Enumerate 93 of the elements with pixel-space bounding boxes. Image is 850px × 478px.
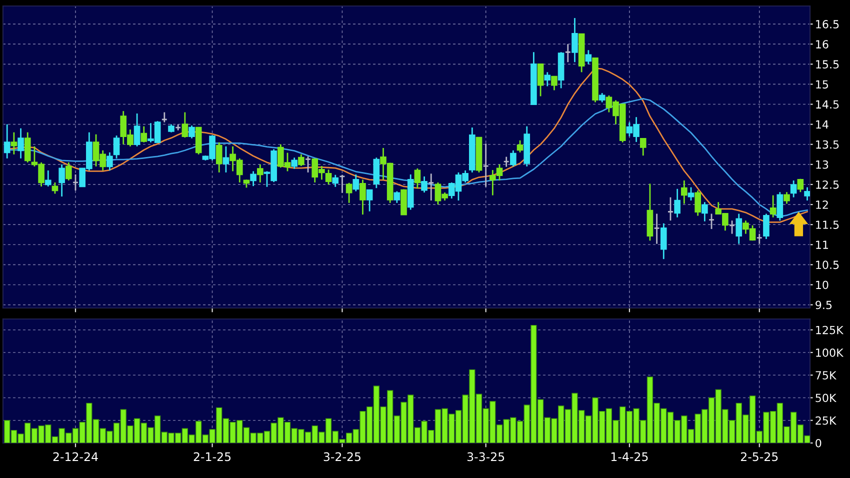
candlestick (660, 222, 667, 260)
candlestick (640, 138, 646, 156)
candlestick (708, 213, 715, 230)
y-tick-label: 9.5 (816, 300, 832, 310)
x-tick-label: 1-4-25 (611, 452, 648, 462)
x-tick-label: 2-12-24 (53, 452, 98, 461)
y-tick-label: 11.5 (816, 220, 839, 229)
y-tick-label: 75K (816, 371, 837, 380)
candlestick (728, 220, 736, 234)
y-tick-label: 10 (816, 280, 828, 290)
candlestick (298, 154, 304, 167)
candlestick (346, 182, 352, 204)
y-tick-label: 13.5 (816, 140, 839, 149)
candlestick (250, 170, 256, 187)
x-tick-label: 2-5-25 (740, 452, 778, 462)
candlestick (503, 156, 510, 168)
candlestick (482, 142, 489, 188)
candlestick (325, 168, 332, 186)
candlestick (770, 194, 776, 218)
y-tick-label: 0 (816, 438, 822, 448)
candlestick (776, 191, 784, 222)
candlestick (414, 168, 421, 190)
y-tick-label: 10.5 (816, 260, 839, 270)
candlestick (598, 92, 606, 103)
candlestick (702, 201, 708, 222)
candlestick (256, 164, 264, 184)
candlestick (291, 156, 298, 170)
candlestick (352, 174, 360, 192)
y-tick-label: 25K (816, 416, 837, 425)
candlestick (366, 188, 373, 212)
candlestick (44, 170, 52, 188)
y-tick-label: 16.5 (816, 20, 839, 28)
candlestick (544, 71, 551, 87)
candlestick (65, 162, 72, 182)
candlestick (52, 182, 58, 194)
y-tick-label: 13 (816, 160, 828, 169)
candlestick (654, 213, 660, 245)
candlestick (360, 178, 366, 216)
candlestick (674, 188, 680, 218)
x-tick-label: 3-3-25 (467, 452, 504, 462)
candlestick (113, 134, 120, 160)
candlestick (694, 190, 701, 216)
candlestick (72, 174, 79, 192)
candlestick (24, 132, 31, 164)
candlestick (428, 172, 434, 202)
candlestick (4, 124, 10, 160)
candlestick (736, 213, 742, 245)
y-tick-label: 100K (816, 348, 844, 357)
candlestick (106, 152, 113, 172)
y-tick-label: 14.5 (816, 100, 839, 109)
y-tick-label: 50K (816, 394, 837, 402)
candlestick (784, 191, 790, 204)
candlestick (510, 150, 516, 168)
candlestick (804, 186, 810, 202)
candlestick (134, 112, 140, 148)
candlestick (763, 213, 770, 240)
candlestick (182, 112, 188, 138)
y-tick-label: 11 (816, 240, 828, 249)
candlestick (18, 128, 24, 160)
candlestick (216, 142, 222, 174)
candlestick (421, 176, 428, 194)
candlestick (797, 178, 804, 193)
candlestick (516, 140, 524, 154)
y-tick-label: 16 (816, 40, 828, 48)
candlestick (161, 112, 168, 124)
candlestick (756, 233, 763, 245)
y-tick-label: 15.5 (816, 60, 839, 69)
candlestick (304, 156, 312, 174)
candlestick (339, 174, 346, 194)
candlestick (688, 186, 694, 202)
y-tick-label: 14 (816, 120, 828, 129)
y-tick-label: 12 (816, 200, 828, 209)
candlestick (174, 124, 182, 132)
candlestick (564, 43, 572, 63)
x-tick-label: 3-2-25 (324, 452, 360, 462)
candlestick (58, 164, 65, 198)
x-tick-label: 2-1-25 (194, 452, 231, 462)
candlestick (572, 17, 578, 63)
candlestick (585, 49, 592, 65)
candlestick (140, 126, 148, 144)
candlestick (188, 124, 195, 140)
candlestick (537, 63, 544, 97)
candlestick (790, 180, 797, 198)
y-tick-label: 125K (816, 326, 844, 334)
candlestick (10, 132, 18, 156)
y-tick-label: 12.5 (816, 180, 839, 189)
candlestick (332, 174, 339, 188)
candlestick (681, 180, 688, 204)
candlestick (394, 190, 400, 204)
candlestick (551, 75, 558, 91)
y-tick-label: 15 (816, 80, 828, 89)
candlestick (222, 146, 230, 174)
candlestick (667, 196, 674, 222)
